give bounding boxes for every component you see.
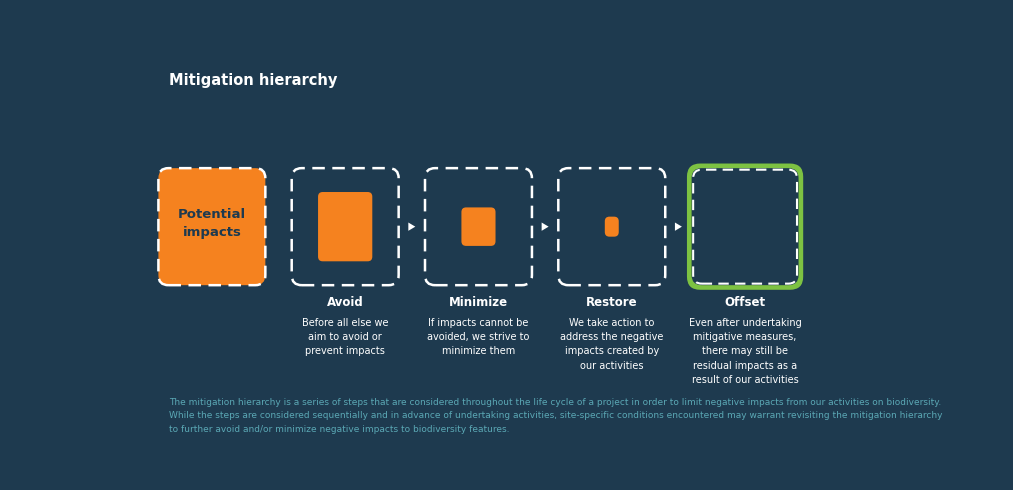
FancyBboxPatch shape bbox=[425, 168, 532, 285]
Polygon shape bbox=[542, 222, 549, 231]
Text: Potential
impacts: Potential impacts bbox=[178, 208, 246, 239]
FancyBboxPatch shape bbox=[318, 192, 373, 261]
Text: Minimize: Minimize bbox=[449, 296, 509, 309]
FancyBboxPatch shape bbox=[692, 168, 798, 285]
Polygon shape bbox=[408, 222, 415, 231]
Text: The mitigation hierarchy is a series of steps that are considered throughout the: The mitigation hierarchy is a series of … bbox=[169, 397, 943, 434]
Text: Restore: Restore bbox=[586, 296, 637, 309]
Text: Offset: Offset bbox=[724, 296, 766, 309]
Text: Even after undertaking
mitigative measures,
there may still be
residual impacts : Even after undertaking mitigative measur… bbox=[689, 318, 801, 385]
Text: Before all else we
aim to avoid or
prevent impacts: Before all else we aim to avoid or preve… bbox=[302, 318, 388, 356]
Text: We take action to
address the negative
impacts created by
our activities: We take action to address the negative i… bbox=[560, 318, 664, 371]
FancyBboxPatch shape bbox=[558, 168, 666, 285]
FancyBboxPatch shape bbox=[292, 168, 399, 285]
FancyBboxPatch shape bbox=[158, 168, 265, 285]
FancyBboxPatch shape bbox=[687, 164, 803, 290]
Text: Avoid: Avoid bbox=[327, 296, 364, 309]
Text: If impacts cannot be
avoided, we strive to
minimize them: If impacts cannot be avoided, we strive … bbox=[427, 318, 530, 356]
Text: Mitigation hierarchy: Mitigation hierarchy bbox=[169, 73, 337, 88]
Polygon shape bbox=[675, 222, 682, 231]
FancyBboxPatch shape bbox=[605, 217, 619, 237]
FancyBboxPatch shape bbox=[462, 207, 495, 246]
